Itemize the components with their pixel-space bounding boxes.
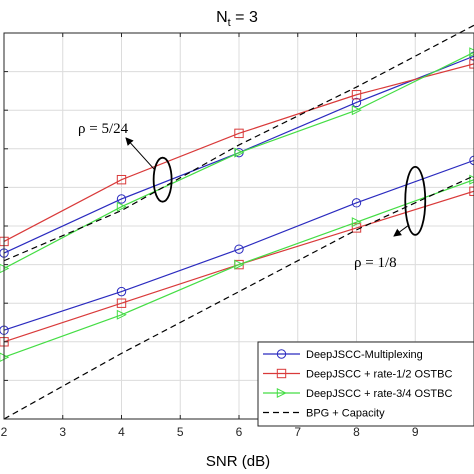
data-point-marker <box>116 286 127 297</box>
series-line <box>3 63 474 242</box>
data-point-marker <box>469 47 474 58</box>
data-point-marker <box>276 387 287 399</box>
x-tick-label: 7 <box>294 425 301 439</box>
data-point-marker <box>351 105 362 116</box>
series-line <box>3 175 474 420</box>
data-point-marker <box>351 217 362 228</box>
data-point-marker <box>351 97 362 108</box>
data-point-marker <box>351 198 362 208</box>
chart-title: Nt = 3 <box>216 9 258 29</box>
data-point-marker <box>469 174 474 185</box>
data-point-marker <box>234 244 244 254</box>
x-tick-label: 9 <box>412 425 419 439</box>
legend-label: DeepJSCC-Multiplexing <box>306 349 423 361</box>
x-tick-label: 5 <box>177 425 184 439</box>
data-point-marker <box>116 201 127 212</box>
series-line <box>3 24 474 262</box>
x-tick-label: 6 <box>236 425 243 439</box>
series-group <box>0 24 474 420</box>
legend: DeepJSCC-Multiplexing DeepJSCC + rate-1/2… <box>257 341 474 427</box>
x-tick-label: 2 <box>1 425 8 439</box>
series-7 <box>3 175 474 420</box>
x-tick-label: 3 <box>59 425 66 439</box>
data-point-marker <box>276 368 287 379</box>
data-point-marker <box>116 174 127 185</box>
data-point-marker <box>234 147 245 158</box>
annotation-arrow <box>125 137 155 171</box>
data-point-marker <box>116 309 127 320</box>
legend-item: BPG + Capacity <box>263 408 385 420</box>
legend-label: DeepJSCC + rate-1/2 OSTBC <box>306 369 452 381</box>
series-line <box>3 159 474 331</box>
x-tick-label: 4 <box>118 425 125 439</box>
legend-item: DeepJSCC + rate-1/2 OSTBC <box>263 369 452 381</box>
chart-title-rest: = 3 <box>231 9 258 26</box>
annotation-ellipse <box>152 156 173 203</box>
legend-item: DeepJSCC-Multiplexing <box>263 349 423 361</box>
legend-label: BPG + Capacity <box>306 408 385 420</box>
x-tick-label: 8 <box>353 425 360 439</box>
x-axis-label: SNR (dB) <box>206 453 270 470</box>
annotation-arrow <box>393 224 410 237</box>
series-6 <box>3 24 474 262</box>
annotations: ρ = 5/24 ρ = 1/8 <box>78 121 427 271</box>
annotation-ellipse <box>404 165 427 236</box>
legend-item: DeepJSCC + rate-3/4 OSTBC <box>263 387 452 400</box>
data-point-marker <box>351 90 362 100</box>
data-point-marker <box>116 194 127 204</box>
chart-title-subscript: t <box>228 17 231 29</box>
legend-label: DeepJSCC + rate-3/4 OSTBC <box>306 388 452 400</box>
data-point-marker <box>234 259 245 270</box>
data-point-marker <box>276 349 287 359</box>
x-ticks: 2 3 4 5 6 7 8 9 <box>1 32 419 439</box>
series-line <box>3 179 474 358</box>
data-point-marker <box>116 298 127 308</box>
annotation-label: ρ = 5/24 <box>78 121 129 137</box>
annotation-label: ρ = 1/8 <box>354 255 397 271</box>
data-point-marker <box>234 128 244 139</box>
